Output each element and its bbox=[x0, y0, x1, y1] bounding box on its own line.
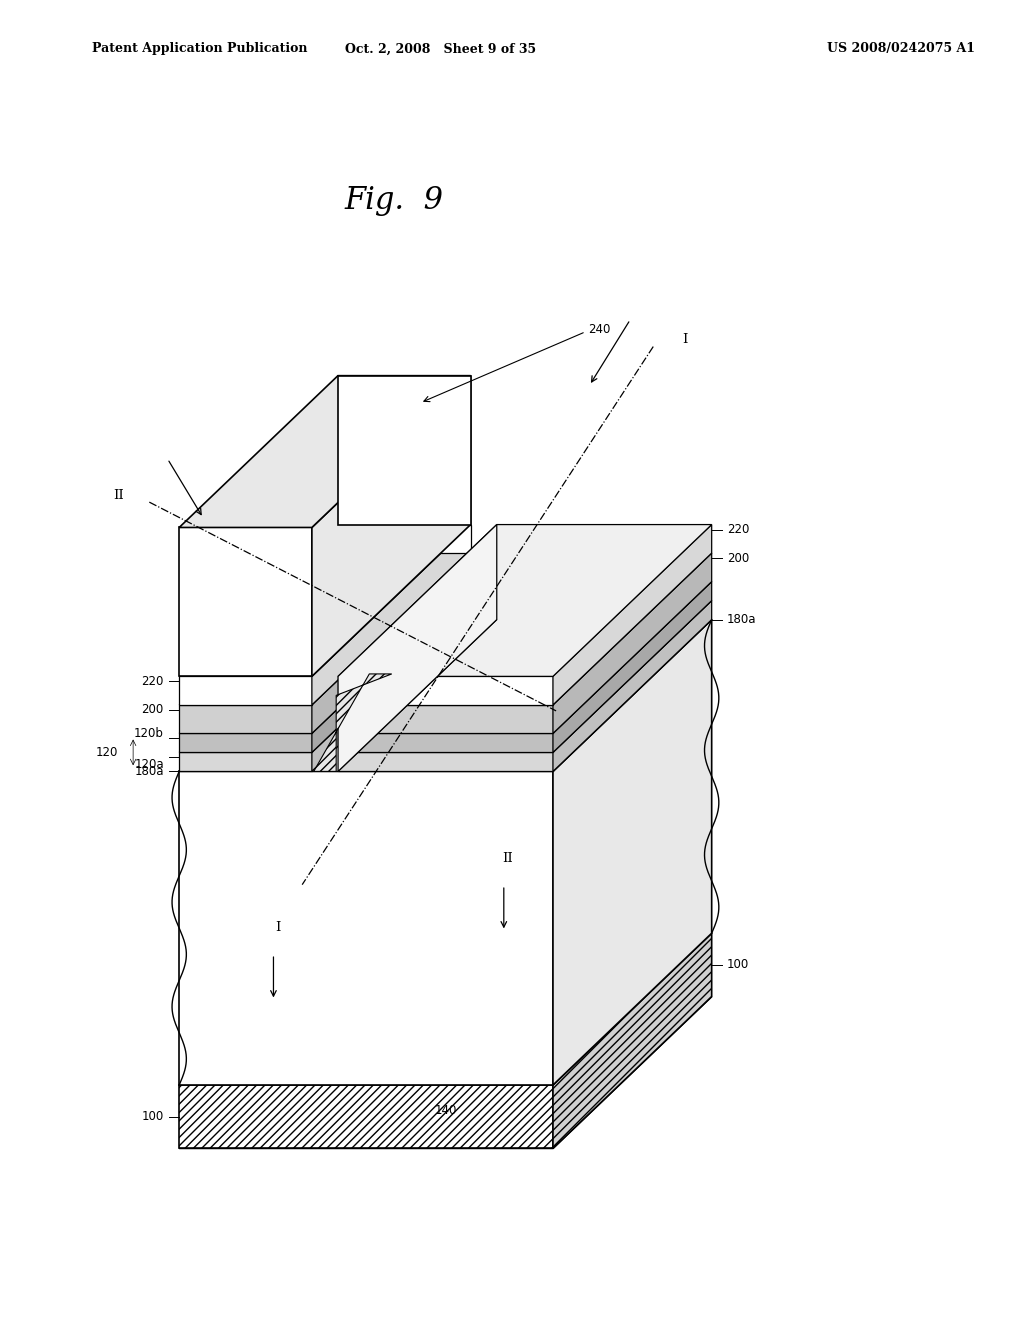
Polygon shape bbox=[338, 524, 497, 771]
Text: 180a: 180a bbox=[134, 764, 164, 777]
Text: 220: 220 bbox=[141, 675, 164, 688]
Polygon shape bbox=[338, 376, 471, 524]
Polygon shape bbox=[179, 771, 553, 1085]
Polygon shape bbox=[179, 553, 471, 705]
Polygon shape bbox=[312, 582, 471, 752]
Text: 120b: 120b bbox=[134, 727, 164, 739]
Polygon shape bbox=[179, 524, 471, 676]
Polygon shape bbox=[179, 752, 312, 771]
Polygon shape bbox=[338, 734, 553, 752]
Text: US 2008/0242075 A1: US 2008/0242075 A1 bbox=[827, 42, 975, 55]
Polygon shape bbox=[179, 734, 312, 752]
Polygon shape bbox=[179, 376, 471, 528]
Text: I: I bbox=[274, 921, 281, 935]
Polygon shape bbox=[338, 601, 712, 752]
Polygon shape bbox=[312, 553, 471, 734]
Polygon shape bbox=[179, 619, 712, 771]
Polygon shape bbox=[338, 676, 553, 705]
Text: 200: 200 bbox=[727, 552, 750, 565]
Polygon shape bbox=[553, 619, 712, 1085]
Text: Oct. 2, 2008   Sheet 9 of 35: Oct. 2, 2008 Sheet 9 of 35 bbox=[345, 42, 536, 55]
Polygon shape bbox=[338, 752, 553, 771]
Text: 140: 140 bbox=[434, 1104, 457, 1117]
Polygon shape bbox=[313, 675, 392, 771]
Text: 100: 100 bbox=[141, 1110, 164, 1123]
Polygon shape bbox=[312, 619, 497, 771]
Polygon shape bbox=[312, 601, 471, 771]
Polygon shape bbox=[553, 933, 712, 1148]
Polygon shape bbox=[338, 524, 471, 553]
Polygon shape bbox=[338, 601, 471, 619]
Polygon shape bbox=[179, 676, 312, 705]
Polygon shape bbox=[338, 553, 471, 582]
Polygon shape bbox=[338, 582, 712, 734]
Text: 120: 120 bbox=[95, 746, 118, 759]
Polygon shape bbox=[553, 582, 712, 752]
Text: 200: 200 bbox=[141, 704, 164, 717]
Text: 240: 240 bbox=[588, 322, 610, 335]
Text: II: II bbox=[113, 488, 124, 502]
Text: I: I bbox=[682, 334, 687, 346]
Text: 220: 220 bbox=[727, 523, 750, 536]
Polygon shape bbox=[553, 553, 712, 734]
Polygon shape bbox=[312, 524, 471, 705]
Text: Fig.  9: Fig. 9 bbox=[345, 185, 443, 216]
Polygon shape bbox=[179, 1085, 553, 1148]
Polygon shape bbox=[338, 553, 712, 705]
Text: 100: 100 bbox=[727, 958, 750, 972]
Text: Patent Application Publication: Patent Application Publication bbox=[92, 42, 307, 55]
Polygon shape bbox=[179, 582, 471, 734]
Text: II: II bbox=[503, 853, 513, 866]
Polygon shape bbox=[338, 524, 712, 676]
Polygon shape bbox=[179, 997, 712, 1148]
Polygon shape bbox=[312, 376, 471, 676]
Polygon shape bbox=[553, 601, 712, 771]
Text: 180a: 180a bbox=[727, 612, 757, 626]
Polygon shape bbox=[338, 705, 553, 734]
Polygon shape bbox=[553, 524, 712, 705]
Polygon shape bbox=[179, 705, 312, 734]
Polygon shape bbox=[179, 528, 312, 676]
Text: 120a: 120a bbox=[134, 758, 164, 771]
Polygon shape bbox=[338, 582, 471, 601]
Polygon shape bbox=[179, 601, 471, 752]
